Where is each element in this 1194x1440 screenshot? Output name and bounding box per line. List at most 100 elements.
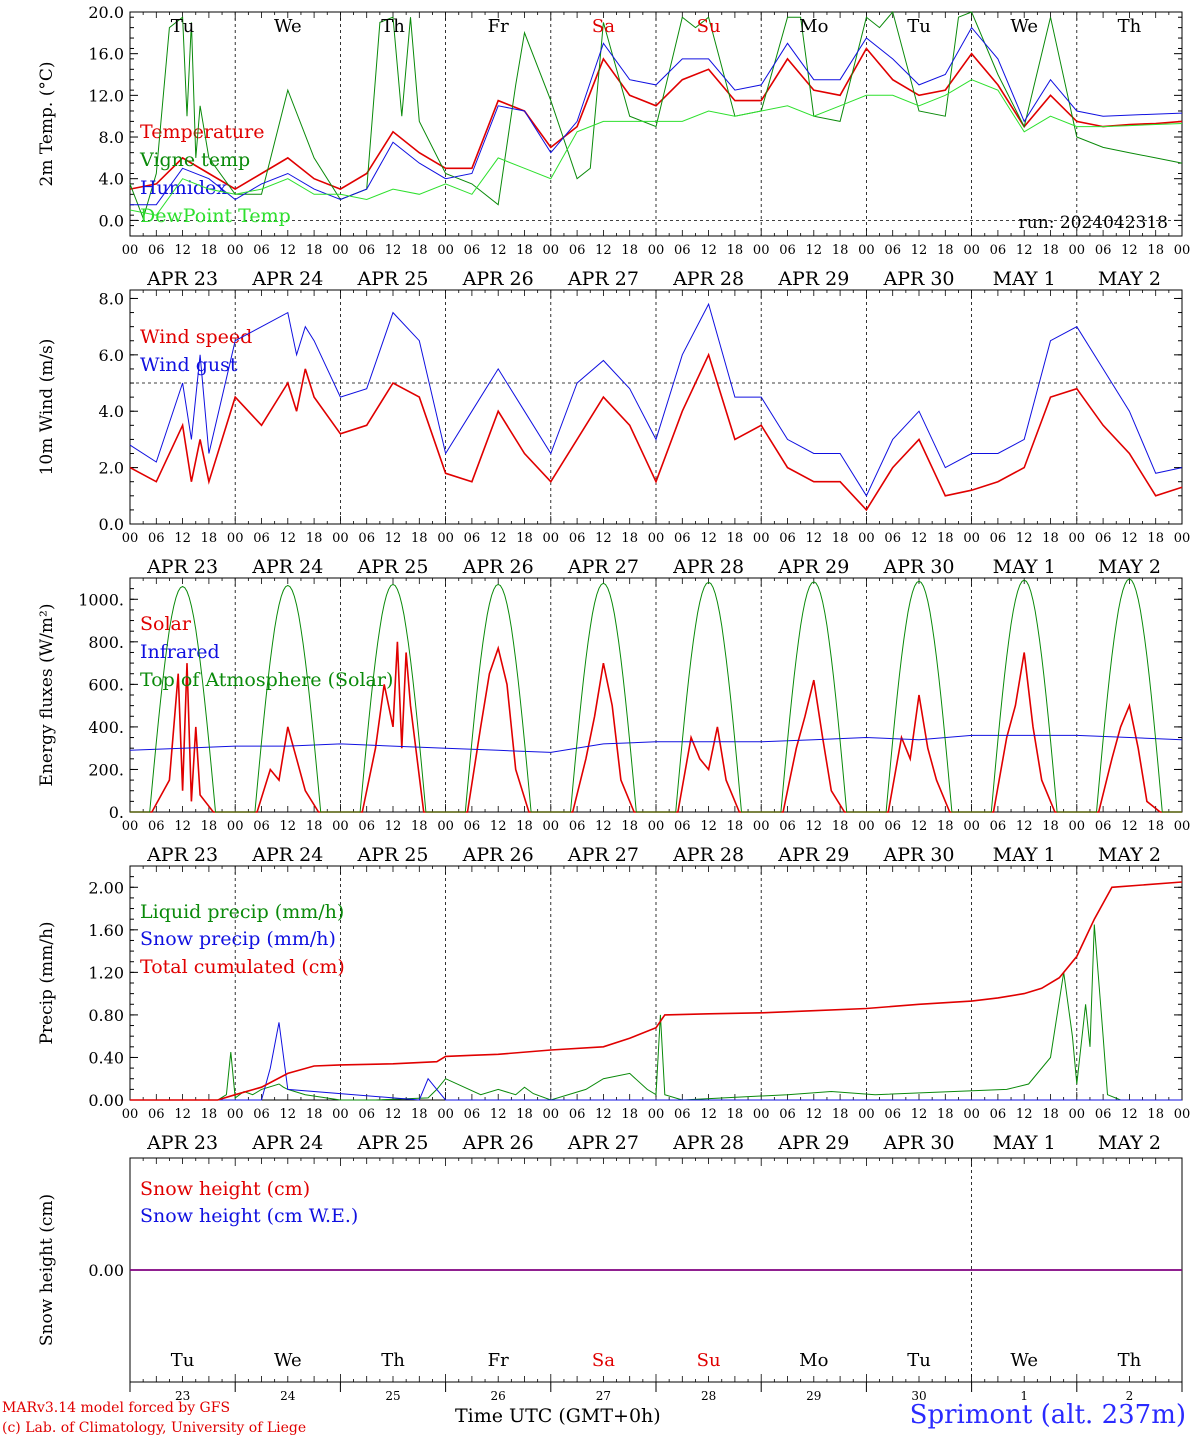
- hour-label: 06: [1095, 1107, 1112, 1122]
- hour-label: 18: [306, 243, 323, 258]
- hour-label: 12: [174, 1107, 191, 1122]
- hour-label: 06: [358, 1107, 375, 1122]
- hour-label: 12: [280, 1107, 297, 1122]
- day-name: We: [274, 1350, 302, 1371]
- plot-frame: [129, 11, 1183, 237]
- y-axis-label: Precip (mm/h): [37, 921, 57, 1044]
- y-tick-label: 800.: [88, 633, 124, 652]
- hour-label: 00: [1069, 819, 1086, 834]
- y-tick-label: 1.60: [88, 921, 124, 940]
- time-axis-title: Time UTC (GMT+0h): [455, 1405, 661, 1427]
- hour-label: 12: [911, 531, 928, 546]
- hour-label: 00: [1069, 531, 1086, 546]
- run-label: run: 2024042318: [1019, 213, 1168, 233]
- day-number: 25: [385, 1389, 400, 1403]
- hour-label: 18: [411, 531, 428, 546]
- hour-label: 00: [963, 531, 980, 546]
- hour-label: 18: [1147, 243, 1164, 258]
- hour-label: 12: [911, 243, 928, 258]
- hour-label: 06: [674, 819, 691, 834]
- hour-label: 00: [1069, 243, 1086, 258]
- hour-label: 18: [937, 819, 954, 834]
- hour-label: 18: [201, 1107, 218, 1122]
- day-name: Th: [1118, 1350, 1142, 1371]
- hour-label: 00: [753, 531, 770, 546]
- hour-label: 06: [884, 531, 901, 546]
- hour-label: 00: [648, 819, 665, 834]
- date-label: APR 26: [462, 844, 534, 866]
- hour-label: 06: [990, 1107, 1007, 1122]
- hour-label: 00: [858, 531, 875, 546]
- date-label: APR 25: [356, 268, 428, 290]
- legend-entry: Wind speed: [140, 326, 252, 348]
- hour-label: 18: [411, 243, 428, 258]
- hour-label: 12: [700, 1107, 717, 1122]
- hour-label: 18: [306, 819, 323, 834]
- hour-label: 12: [385, 819, 402, 834]
- hour-label: 06: [1095, 243, 1112, 258]
- hour-label: 06: [358, 243, 375, 258]
- day-name: Tu: [171, 16, 195, 37]
- hour-label: 18: [937, 243, 954, 258]
- date-label: MAY 2: [1098, 1132, 1161, 1154]
- y-tick-label: 0.00: [88, 1091, 124, 1110]
- hour-label: 00: [122, 819, 139, 834]
- hour-label: 00: [858, 819, 875, 834]
- hour-label: 00: [1069, 1107, 1086, 1122]
- day-name: Mo: [799, 16, 828, 37]
- date-label: APR 28: [672, 556, 744, 578]
- legend-entry: Top of Atmosphere (Solar): [140, 669, 393, 691]
- panel-5: 0.00 Snow height (cm) Snow height (cm) Snow…: [37, 1157, 1183, 1403]
- hour-label: 12: [280, 531, 297, 546]
- hour-label: 00: [122, 1107, 139, 1122]
- y-tick-label: 1.20: [88, 963, 124, 982]
- date-label: APR 27: [567, 1132, 639, 1154]
- day-name: Mo: [799, 1350, 828, 1371]
- y-tick-label: 16.0: [88, 45, 124, 64]
- hour-label: 12: [700, 531, 717, 546]
- hour-label: 18: [1042, 819, 1059, 834]
- hour-label: 00: [963, 1107, 980, 1122]
- hour-label: 06: [464, 1107, 481, 1122]
- series-line-1: [130, 924, 1182, 1101]
- day-number: 1: [1020, 1389, 1028, 1403]
- y-tick-label: 400.: [88, 718, 124, 737]
- hour-label: 00: [332, 819, 349, 834]
- y-tick-label: 200.: [88, 760, 124, 779]
- hour-label: 18: [516, 243, 533, 258]
- hour-label: 00: [1174, 1107, 1191, 1122]
- hour-label: 12: [280, 819, 297, 834]
- hour-label: 06: [779, 243, 796, 258]
- hour-label: 00: [753, 243, 770, 258]
- date-label: MAY 1: [993, 556, 1056, 578]
- hour-label: 06: [779, 1107, 796, 1122]
- lab-credit: (c) Lab. of Climatology, University of L…: [2, 1420, 307, 1436]
- hour-label: 00: [227, 531, 244, 546]
- hour-label: 06: [779, 531, 796, 546]
- model-credit: MARv3.14 model forced by GFS: [2, 1400, 231, 1416]
- day-number: 29: [806, 1389, 821, 1403]
- y-tick-label: 0.80: [88, 1006, 124, 1025]
- date-label: APR 25: [356, 844, 428, 866]
- hour-label: 06: [464, 531, 481, 546]
- day-number: 24: [280, 1389, 296, 1403]
- hour-label: 18: [201, 819, 218, 834]
- hour-label: 18: [937, 531, 954, 546]
- hour-label: 00: [437, 1107, 454, 1122]
- day-name: Tu: [907, 1350, 931, 1371]
- hour-label: 18: [411, 819, 428, 834]
- date-label: APR 23: [146, 268, 218, 290]
- hour-label: 12: [280, 243, 297, 258]
- legend-entry: Total cumulated (cm): [140, 956, 345, 978]
- hour-label: 12: [174, 819, 191, 834]
- hour-label: 00: [543, 819, 560, 834]
- hour-label: 00: [648, 531, 665, 546]
- hour-label: 00: [648, 1107, 665, 1122]
- hour-label: 18: [516, 819, 533, 834]
- day-number: 23: [175, 1389, 190, 1403]
- hour-label: 12: [385, 243, 402, 258]
- legend-entry: Snow height (cm W.E.): [140, 1205, 358, 1227]
- hour-label: 18: [832, 1107, 849, 1122]
- date-label: MAY 2: [1098, 268, 1161, 290]
- y-tick-label: 8.0: [99, 289, 124, 308]
